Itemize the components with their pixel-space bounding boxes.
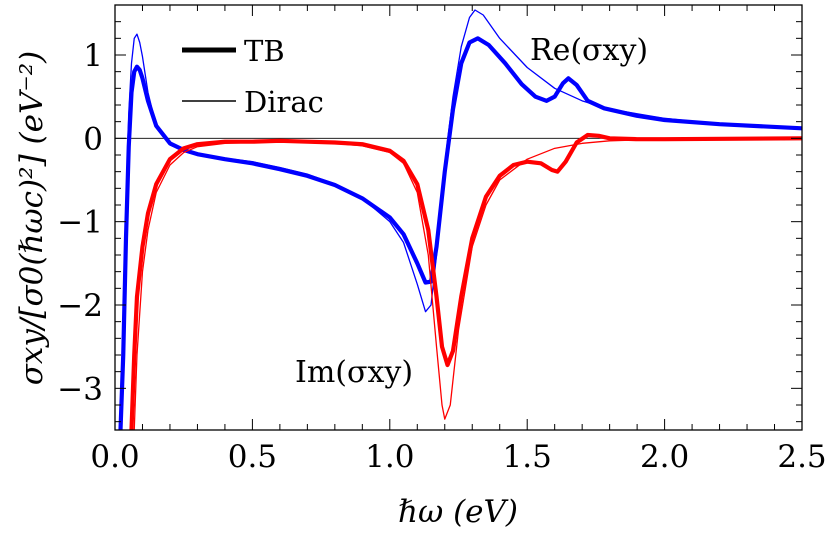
series-re-dirac (119, 9, 802, 430)
x-tick-label: 0.5 (228, 439, 277, 475)
x-tick-label: 1.5 (503, 439, 552, 475)
y-tick-label: −2 (57, 288, 103, 324)
y-tick-label: −3 (57, 371, 103, 407)
x-tick-label: 2.5 (777, 439, 826, 475)
series-im-dirac (133, 137, 802, 430)
ticks-layer (114, 4, 803, 430)
legend-label-tb: TB (244, 34, 285, 68)
x-tick-label: 0.0 (90, 439, 139, 475)
legend: TB Dirac (182, 34, 324, 119)
annotation-re: Re(σxy) (530, 33, 648, 68)
series-im-tb (129, 132, 802, 430)
series-layer (118, 9, 802, 430)
series-re-tb (118, 36, 802, 430)
x-tick-label: 1.0 (365, 439, 414, 475)
y-tick-label: 0 (83, 121, 103, 157)
x-axis-label: ℏω (eV) (398, 494, 518, 530)
y-tick-label: −1 (57, 205, 103, 241)
x-tick-label: 2.0 (640, 439, 689, 475)
y-tick-label: 1 (83, 38, 103, 74)
y-axis-label: σxy/[σ0(ℏωc)²] (eV⁻²) (14, 51, 50, 385)
annotation-im: Im(σxy) (295, 355, 413, 390)
tick-labels-layer: 0.0 0.5 1.0 1.5 2.0 2.5 −3 −2 −1 0 1 (57, 38, 826, 475)
legend-label-dirac: Dirac (244, 85, 324, 119)
plot-frame (114, 4, 803, 431)
